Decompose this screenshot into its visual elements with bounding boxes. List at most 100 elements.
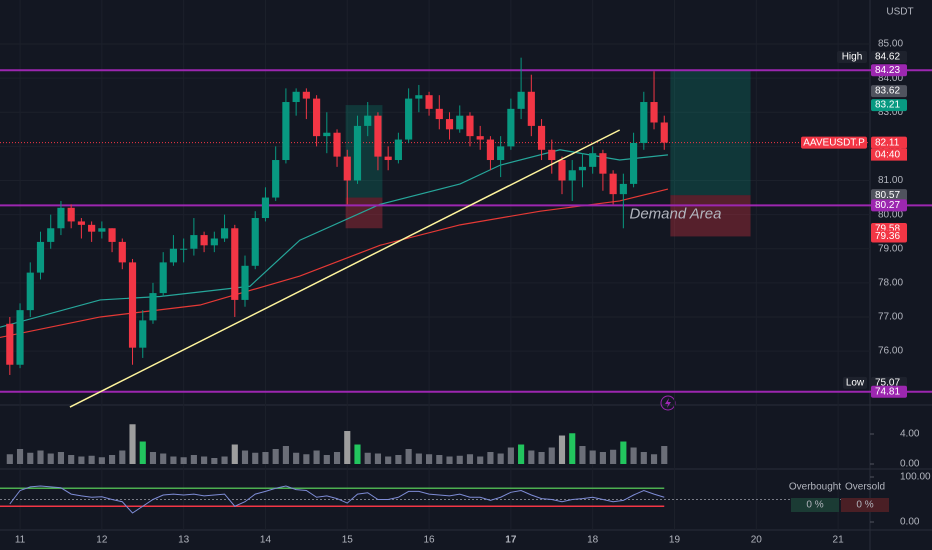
candle-body [333,132,341,157]
volume-bar [78,456,85,464]
volume-bar [650,454,658,464]
price-tag-name: High [842,52,863,63]
candle-body [67,207,75,222]
price-tag-label: 79.58 [875,224,900,235]
volume-bar [293,452,300,464]
osc-tick-label: 0.00 [900,517,920,528]
candle-body [108,228,116,242]
candle-body [476,136,484,140]
volume-bar [252,452,259,464]
volume-bar [436,455,443,464]
volume-bar [47,453,54,464]
x-tick-label: 12 [96,535,108,546]
volume-bar [221,456,228,464]
volume-bar [180,457,187,464]
volume-bar [6,454,13,464]
loss-zone [345,197,383,229]
candle-body [200,235,208,246]
candle-body [548,149,556,161]
y-tick-label: 85.00 [878,39,903,50]
candle-body [660,122,668,143]
candle-body [16,310,24,365]
stat-box [791,498,839,512]
candle-body [425,95,433,109]
price-tag [871,99,907,112]
candle-body [313,98,321,137]
volume-bar [466,454,474,464]
volume-bar [579,446,586,464]
candle-body [118,241,126,263]
volume-bar [119,450,126,464]
candle-body [261,197,270,219]
candle-body [180,248,188,250]
alert-icon[interactable] [660,395,676,411]
y-tick-label: 76.00 [878,346,903,357]
candle-body [456,115,464,130]
y-tick-label: 79.00 [878,243,903,254]
stat-box [841,498,889,512]
alert-icon-bolt [665,398,671,408]
volume-bar [507,447,514,464]
volume-tick-label: 4.00 [900,429,920,440]
stat-value: 0 % [856,500,873,511]
candle-body [415,95,423,99]
x-tick-label: 14 [260,535,272,546]
y-tick-label: 80.00 [878,209,903,220]
volume-bar [68,455,75,464]
candle-body [517,91,525,109]
volume-bar [661,446,668,464]
volume-bar [16,449,24,464]
volume-bar [272,449,279,464]
osc-line [9,485,665,514]
volume-bar [630,447,637,464]
price-tag-name-box [843,376,867,389]
candle-body [210,238,218,246]
volume-bar [364,452,371,464]
moving-average [0,149,669,328]
candle-body [568,170,576,181]
candle-body [77,221,85,225]
trendline [69,129,621,408]
candle-body [36,241,45,273]
volume-bar [610,449,617,464]
volume-bar [333,452,341,464]
price-tag [871,385,907,398]
countdown-box [871,148,907,161]
candle-body [159,262,167,294]
volume-bar [415,453,422,464]
price-tag-label: 84.23 [875,65,900,76]
price-tag-label: 83.62 [875,86,900,97]
price-tag-name-box [837,50,867,63]
candle-body [47,228,55,242]
price-tag [871,50,907,63]
candle-body [231,228,239,300]
candle-body [589,153,597,167]
volume-bar [477,456,484,464]
candle-body [599,153,607,174]
volume-bar [538,452,545,464]
x-tick-label: 16 [424,535,436,546]
annotation: Demand Area [629,206,721,223]
candle-body [537,125,546,150]
candle-body [497,146,505,161]
volume-bar [620,441,627,464]
price-tag-label: 80.57 [875,190,900,201]
volume-bar [27,452,34,464]
x-tick-label: 15 [342,535,354,546]
volume-bar [231,444,238,464]
x-tick-label: 11 [15,535,26,546]
stat-label: Overbought [789,482,841,493]
countdown: 04:40 [875,149,900,160]
volume-bar [518,444,525,464]
candle-body [640,102,648,143]
volume-bar [170,456,177,464]
price-tag [871,189,907,202]
volume-bar [589,450,596,464]
candle-body [435,108,443,120]
volume-bar [98,457,105,464]
candle-body [241,265,249,300]
x-tick-label: 13 [178,535,190,546]
volume-bar [446,456,453,464]
x-tick-label: 17 [505,535,517,546]
